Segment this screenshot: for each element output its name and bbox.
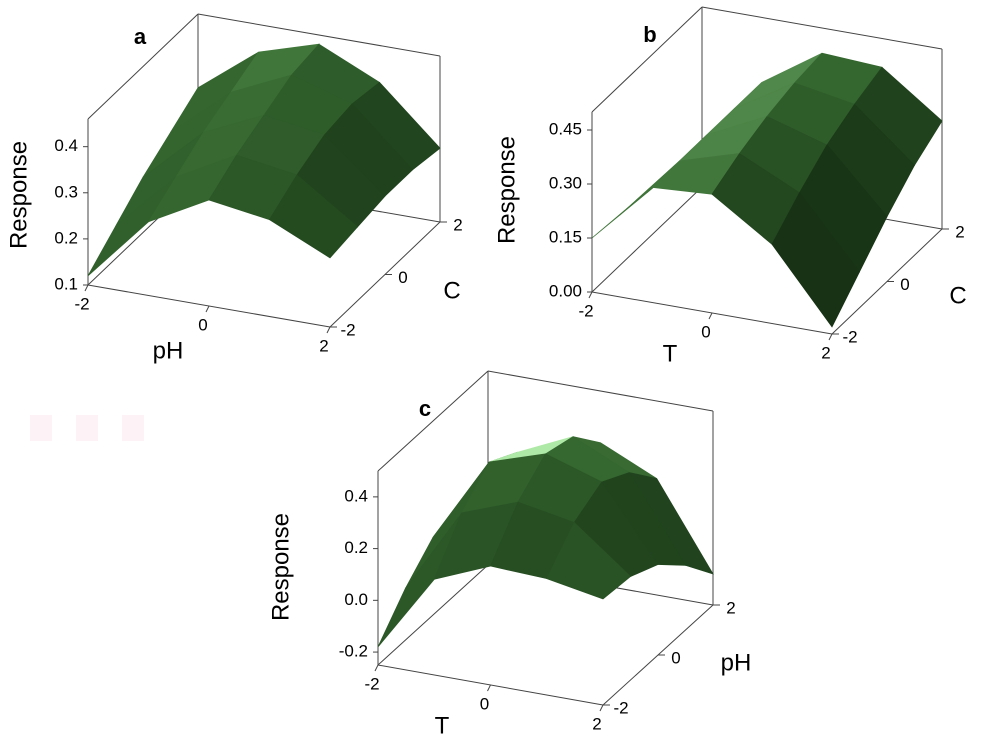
z-tick-label: 0.1 [54, 274, 78, 293]
y-tick-label: 0 [671, 648, 680, 667]
surface-patch [591, 160, 680, 239]
box-edge [87, 13, 199, 120]
z-tick-label: 0.2 [344, 538, 368, 557]
y-tick-label: -2 [842, 327, 857, 346]
panel-label: a [134, 24, 147, 49]
y-tick-label: 2 [726, 598, 735, 617]
surface-patch [771, 192, 860, 328]
surface-plot: 0.1 0.2 0.3 0.4 -2 0 2 -2 0 2 a pH C Response [5, 13, 463, 364]
x-tick-label: 2 [592, 714, 601, 733]
box-edge [701, 6, 943, 50]
z-tick-label: 0.00 [549, 281, 582, 300]
x-tick [599, 704, 604, 712]
z-axis-label: Response [5, 141, 32, 249]
y-tick-label: 2 [955, 222, 964, 241]
surface-plot: 0.00 0.15 0.30 0.45 -2 0 2 -2 0 2 b T C Response [493, 6, 967, 367]
y-axis-label: pH [721, 649, 752, 676]
surface-patch [546, 521, 632, 600]
box-edge [197, 13, 441, 57]
surface-plot: -0.2 0.0 0.2 0.4 -2 0 2 -2 0 2 c TpH Response [267, 370, 752, 739]
x-tick-label: 2 [821, 343, 830, 362]
y-tick-label: 0 [398, 268, 407, 287]
x-axis-label: pH [153, 337, 184, 364]
decor [30, 415, 52, 441]
x-tick-label: -2 [74, 294, 89, 313]
y-tick-label: -2 [613, 698, 628, 717]
z-tick-label: 0.3 [54, 182, 78, 201]
x-tick [708, 312, 713, 320]
x-tick-label: 0 [198, 315, 207, 334]
y-tick-label: 0 [900, 275, 909, 294]
box-edge [591, 6, 703, 113]
panel-label: c [419, 396, 431, 421]
x-tick [374, 664, 379, 672]
z-tick-label: 0.45 [549, 119, 582, 138]
x-axis-label: T [663, 340, 678, 367]
z-tick-label: 0.2 [54, 228, 78, 247]
z-tick-label: -0.2 [339, 642, 368, 661]
box-edge [377, 564, 489, 666]
x-tick-label: -2 [364, 674, 379, 693]
x-tick-label: -2 [578, 301, 593, 320]
z-tick-label: 0.4 [54, 136, 78, 155]
z-tick-label: 0.15 [549, 227, 582, 246]
z-tick-label: 0.0 [344, 590, 368, 609]
z-tick-label: 0.30 [549, 173, 582, 192]
x-tick [84, 284, 89, 292]
x-tick [326, 326, 331, 334]
z-axis-label: Response [493, 136, 520, 244]
surface-patch [268, 174, 359, 259]
z-axis-label: Response [267, 513, 294, 621]
surface-patch [87, 176, 177, 277]
box-edge [487, 370, 714, 412]
box-edge [591, 186, 703, 293]
y-tick-label: 2 [453, 215, 462, 234]
panel-label: b [643, 22, 656, 47]
decor [76, 415, 98, 441]
x-tick [828, 333, 833, 341]
x-axis-label: T [435, 712, 450, 739]
y-tick-label: -2 [340, 320, 355, 339]
x-tick-label: 0 [480, 694, 489, 713]
decor [122, 415, 144, 441]
y-axis-label: C [949, 282, 966, 309]
y-axis-label: C [443, 277, 460, 304]
x-tick [205, 305, 210, 313]
x-tick [588, 291, 593, 299]
x-tick-label: 0 [701, 322, 710, 341]
box-edge [377, 370, 489, 472]
z-tick-label: 0.4 [344, 486, 368, 505]
x-tick-label: 2 [319, 336, 328, 355]
x-tick [487, 684, 491, 692]
